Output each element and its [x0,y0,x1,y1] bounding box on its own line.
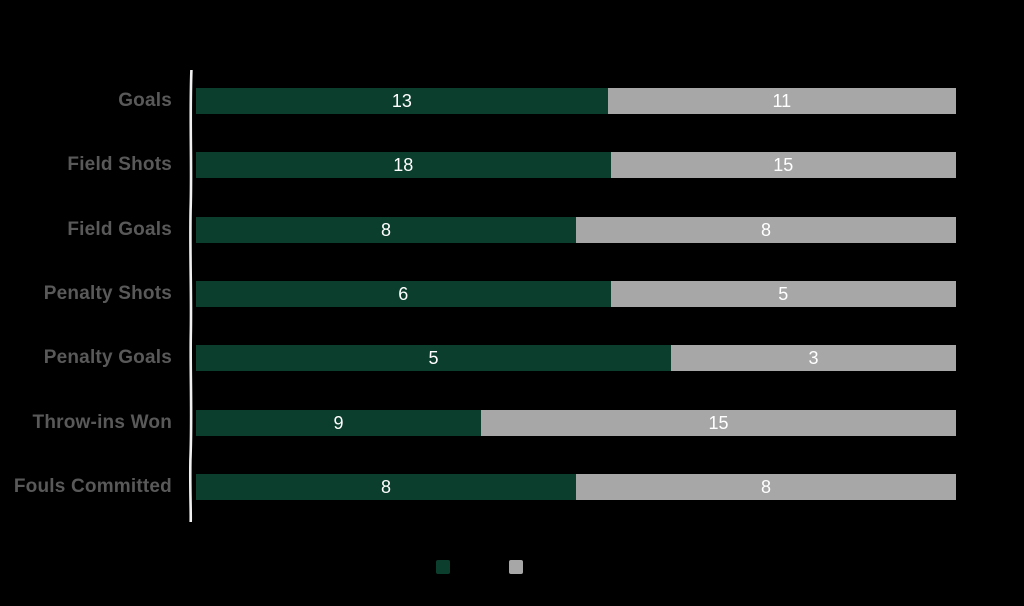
data-label: 8 [760,476,771,497]
bar-row: Penalty Goals 5 3 [0,345,1024,372]
data-label: 5 [778,283,789,304]
segment-series-1: 6 [196,280,611,307]
segment-series-1: 5 [196,345,671,372]
data-label: 11 [772,91,792,111]
segment-series-2: 11 [607,88,956,114]
segment-series-2: 8 [576,473,956,500]
bar-row: Field Shots 18 15 [0,152,1024,179]
data-label: 8 [380,476,391,497]
segment-series-2: 8 [576,216,956,243]
category-label: Penalty Shots [43,282,172,304]
category-label: Field Goals [67,218,172,240]
data-label: 5 [428,348,439,369]
bar-row: Field Goals 8 8 [0,216,1024,243]
segment-series-1: 8 [196,216,576,243]
data-label: 8 [380,219,391,240]
segment-series-1: 8 [196,473,576,500]
data-label: 8 [760,219,771,240]
data-label: 18 [393,155,414,176]
segment-series-2: 3 [671,345,956,372]
bar-row: Goals 13 11 [0,88,1024,114]
segment-series-1: 9 [196,409,481,436]
category-label: Goals [118,90,172,111]
category-label: Fouls Committed [13,475,172,497]
category-label: Throw-ins Won [32,411,172,433]
segment-series-1: 13 [196,88,608,114]
bar-track: 18 15 [196,152,956,179]
data-label: 9 [333,412,344,433]
segment-series-2: 5 [610,280,956,307]
bar-row: Fouls Committed 8 8 [0,473,1024,500]
data-label: 6 [398,283,409,304]
bar-track: 13 11 [196,88,956,114]
data-label: 15 [773,155,794,176]
data-label: 13 [391,91,412,111]
data-label: 3 [808,348,819,369]
data-label: 15 [708,412,729,433]
category-label: Field Shots [67,154,172,176]
segment-series-1: 18 [196,152,611,179]
category-label: Penalty Goals [43,347,172,369]
bar-row: Penalty Shots 6 5 [0,280,1024,307]
legend-swatch-series-2 [509,560,523,574]
bar-row: Throw-ins Won 9 15 [0,409,1024,436]
bar-track: 9 15 [196,409,956,436]
segment-series-2: 15 [610,152,956,179]
segment-series-2: 15 [481,409,956,436]
legend-swatch-series-1 [436,560,450,574]
